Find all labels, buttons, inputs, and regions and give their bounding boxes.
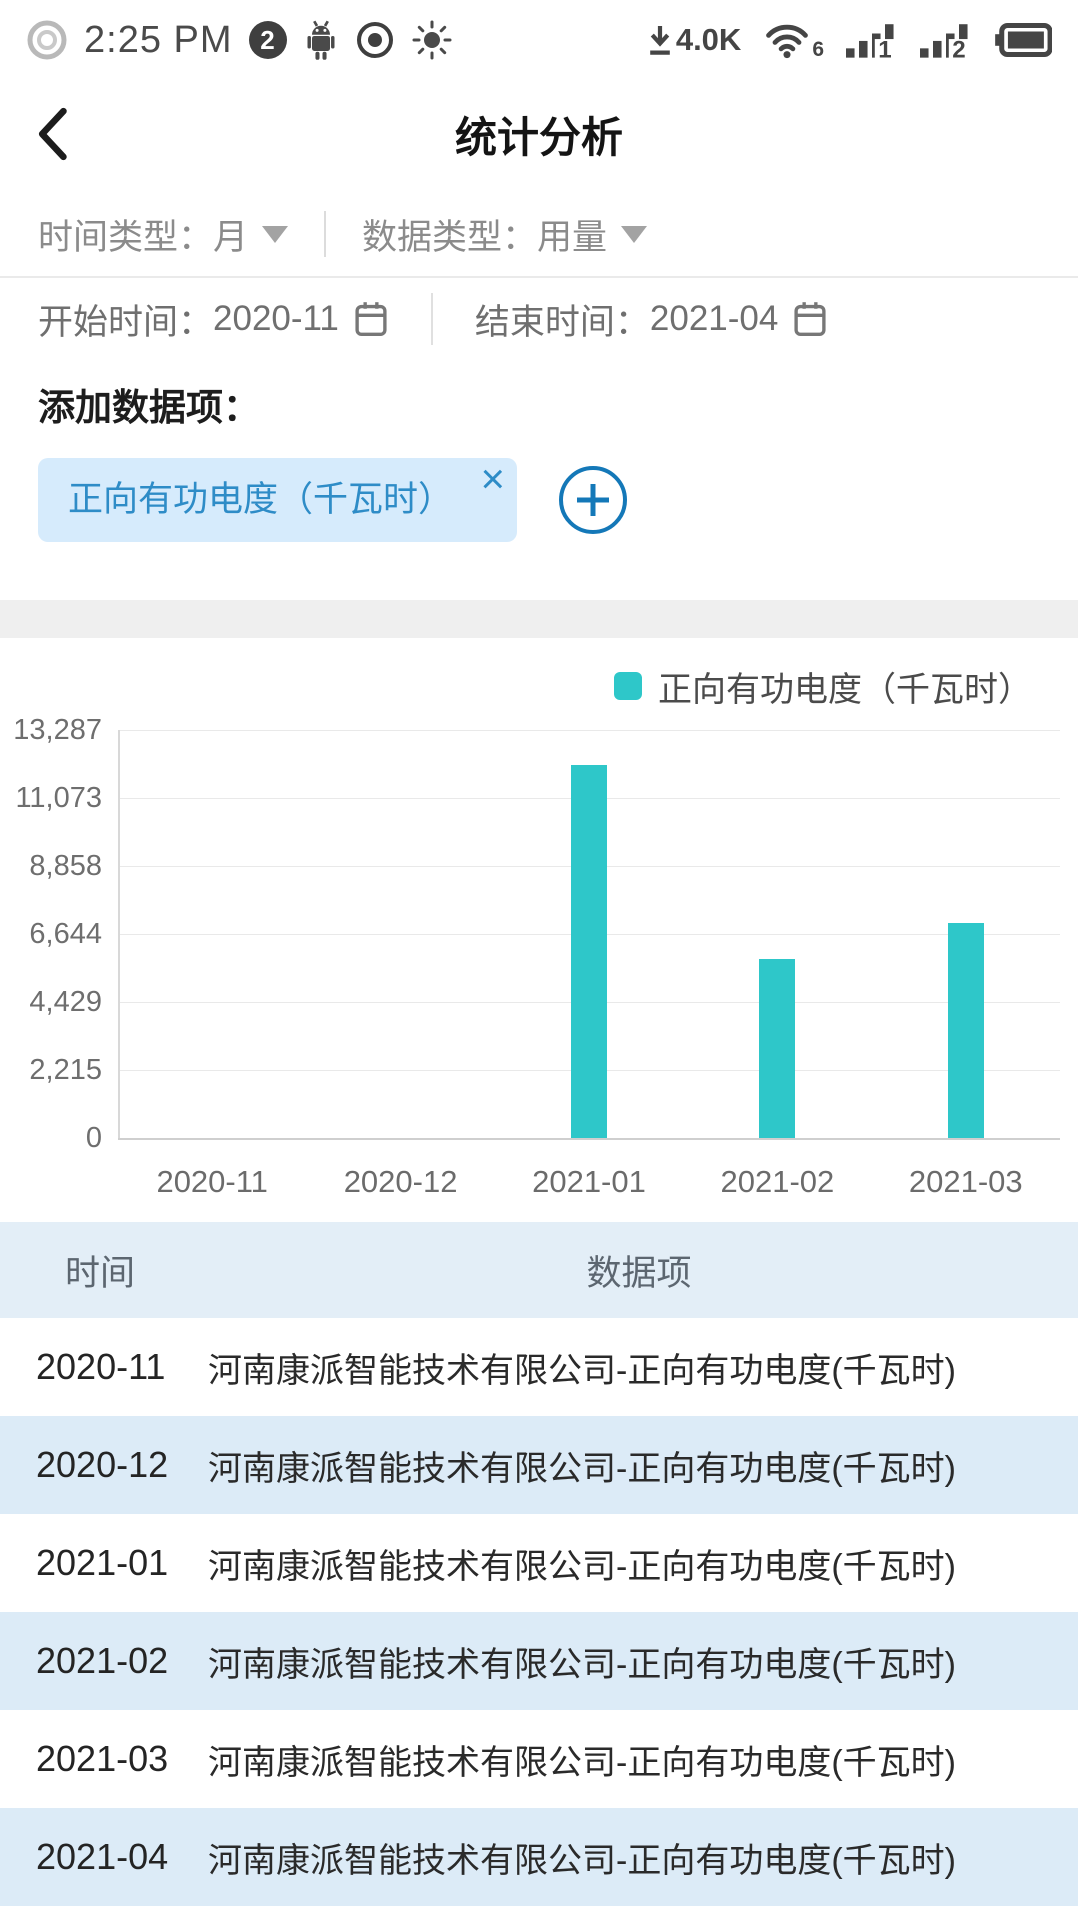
cell-time: 2020-11 [36, 1346, 166, 1387]
cell-item: 河南康派智能技术有限公司-正向有功电度(千瓦时) [208, 1449, 956, 1488]
y-axis-tick-label: 4,429 [29, 986, 102, 1018]
x-axis-tick-label: 2021-03 [908, 1164, 1023, 1199]
y-axis-tick-label: 11,073 [15, 781, 102, 814]
data-type-label: 数据类型： [362, 217, 538, 257]
chart-bar-2021-02[interactable] [759, 958, 796, 1138]
signal-sim2-icon: 2 [920, 20, 972, 60]
x-axis-tick-label: 2021-02 [720, 1164, 835, 1199]
data-item-tag: 正向有功电度（千瓦时） × [38, 455, 518, 542]
chart-bar-2021-01[interactable] [571, 764, 607, 1138]
end-date-value: 2021-04 [649, 299, 779, 338]
data-type-select[interactable]: 数据类型： 用量 [362, 209, 648, 260]
table-body: 2020-11 河南康派智能技术有限公司-正向有功电度(千瓦时) 2020-12 河南… [0, 1318, 1078, 1906]
col-header-item: 数据项 [586, 1253, 692, 1293]
end-date-label: 结束时间： [474, 302, 650, 342]
add-data-item-button[interactable] [559, 466, 628, 534]
y-axis-line [118, 730, 120, 1138]
data-type-value: 用量 [537, 217, 608, 257]
y-axis-tick-label: 2,215 [29, 1053, 102, 1086]
table-row: 2020-11 河南康派智能技术有限公司-正向有功电度(千瓦时) [0, 1318, 1078, 1416]
cell-item: 河南康派智能技术有限公司-正向有功电度(千瓦时) [208, 1743, 956, 1782]
table-row: 2021-04 河南康派智能技术有限公司-正向有功电度(千瓦时) [0, 1808, 1078, 1906]
chevron-down-icon [621, 225, 648, 243]
calendar-icon [353, 300, 389, 338]
x-axis-tick-label: 2020-11 [156, 1164, 268, 1199]
end-date-picker[interactable]: 结束时间： 2021-04 [475, 294, 828, 345]
cell-item: 河南康派智能技术有限公司-正向有功电度(千瓦时) [208, 1841, 956, 1880]
cell-item: 河南康派智能技术有限公司-正向有功电度(千瓦时) [208, 1547, 956, 1586]
chart-bar-2021-03[interactable] [947, 923, 984, 1138]
tag-row: 正向有功电度（千瓦时） × [0, 455, 1078, 542]
cell-time: 2021-03 [36, 1738, 169, 1779]
close-icon[interactable]: × [480, 455, 506, 502]
notification-count-badge: 2 [248, 21, 287, 59]
status-left-group: 2:25 PM 2 [26, 19, 453, 62]
table-row: 2021-02 河南康派智能技术有限公司-正向有功电度(千瓦时) [0, 1612, 1078, 1710]
table-header-row: 时间 数据项 [0, 1222, 1078, 1318]
chevron-down-icon [262, 225, 289, 243]
x-axis-tick-label: 2021-01 [532, 1164, 646, 1199]
y-axis-tick-label: 8,858 [29, 850, 102, 882]
col-header-time: 时间 [64, 1253, 135, 1293]
add-data-item-label: 添加数据项： [38, 387, 260, 428]
svg-text:1: 1 [878, 37, 891, 60]
wifi-icon: 6 [763, 20, 824, 60]
time-type-label: 时间类型： [38, 217, 214, 257]
table-row: 2021-03 河南康派智能技术有限公司-正向有功电度(千瓦时) [0, 1710, 1078, 1808]
record-dot-icon [355, 20, 395, 60]
back-chevron-icon [34, 106, 70, 162]
cell-time: 2021-02 [36, 1640, 169, 1681]
y-axis-tick-label: 13,287 [13, 714, 102, 746]
cell-time: 2020-12 [36, 1444, 169, 1485]
screen-record-icon [26, 19, 68, 61]
download-icon [646, 23, 674, 57]
start-date-value: 2020-11 [213, 299, 339, 338]
svg-text:2: 2 [952, 37, 965, 60]
cell-item: 河南康派智能技术有限公司-正向有功电度(千瓦时) [208, 1351, 956, 1390]
cell-time: 2021-01 [36, 1542, 169, 1583]
x-axis-tick-label: 2020-12 [343, 1164, 458, 1199]
tag-label: 正向有功电度（千瓦时） [68, 480, 454, 519]
battery-icon [994, 22, 1052, 58]
legend-swatch [614, 672, 642, 700]
android-icon [303, 19, 339, 61]
start-date-label: 开始时间： [38, 302, 214, 342]
table-row: 2020-12 河南康派智能技术有限公司-正向有功电度(千瓦时) [0, 1416, 1078, 1514]
cell-item: 河南康派智能技术有限公司-正向有功电度(千瓦时) [208, 1645, 956, 1684]
separator-line [0, 276, 1078, 278]
network-speed: 4.0K [646, 22, 741, 58]
gridline [118, 730, 1060, 731]
start-date-picker[interactable]: 开始时间： 2020-11 [38, 294, 389, 345]
section-gap [0, 600, 1078, 638]
date-range-row: 开始时间： 2020-11 结束时间： 2021-04 [0, 278, 1078, 360]
status-bar: 2:25 PM 2 [0, 0, 1078, 80]
gridline [118, 1138, 1060, 1140]
cell-time: 2021-04 [36, 1836, 169, 1877]
filter-row: 时间类型： 月 数据类型： 用量 [0, 202, 1078, 266]
calendar-icon [792, 300, 828, 338]
time-type-select[interactable]: 时间类型： 月 [38, 209, 289, 260]
bar-chart: 0 2,215 4,429 6,644 8,858 11,073 13,287 2020-11… [0, 714, 1078, 1202]
signal-sim1-icon: 1 [846, 20, 898, 60]
data-table: 时间 数据项 2020-11 河南康派智能技术有限公司-正向有功电度(千瓦时) 20… [0, 1222, 1078, 1906]
table-row: 2021-01 河南康派智能技术有限公司-正向有功电度(千瓦时) [0, 1514, 1078, 1612]
nav-bar: 统计分析 [0, 80, 1078, 188]
page-title: 统计分析 [454, 113, 623, 161]
chart-legend[interactable]: 正向有功电度（千瓦时） [0, 666, 1078, 709]
wifi-number: 6 [812, 38, 824, 61]
filter-divider [324, 211, 327, 257]
clock-text: 2:25 PM [84, 18, 233, 61]
download-rate-text: 4.0K [675, 22, 742, 57]
y-axis-tick-label: 6,644 [29, 917, 102, 950]
legend-label: 正向有功电度（千瓦时） [658, 670, 1032, 709]
back-button[interactable] [34, 106, 78, 162]
y-axis-tick-label: 0 [85, 1122, 102, 1154]
brightness-icon [411, 19, 453, 61]
status-right-group: 4.0K 6 1 [646, 20, 1052, 60]
date-divider [430, 293, 433, 345]
time-type-value: 月 [213, 217, 249, 257]
chart-section: 正向有功电度（千瓦时） 0 2,215 4,429 6,644 8,858 11,073 1… [0, 638, 1078, 1202]
